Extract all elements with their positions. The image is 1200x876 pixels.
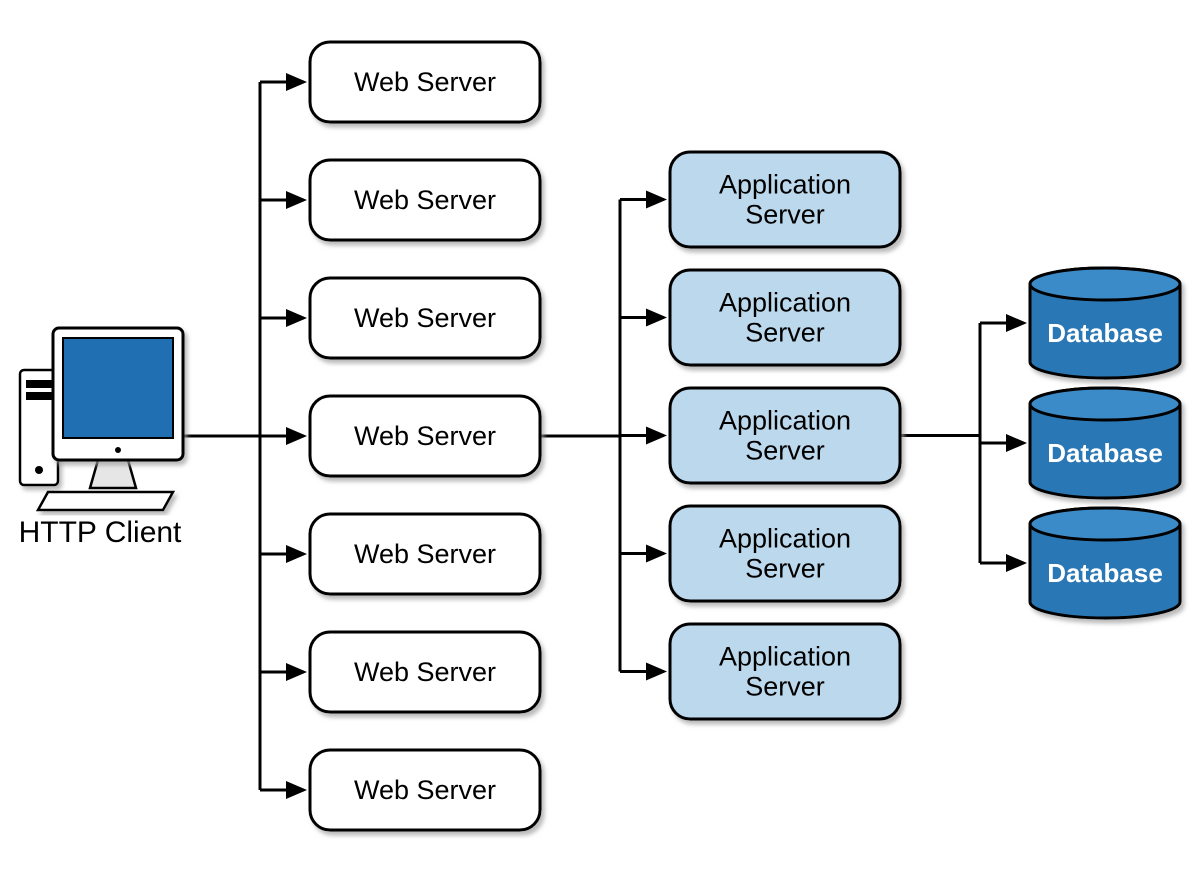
- app-server-2-label-1: Application: [719, 406, 851, 436]
- web-server-4-label: Web Server: [354, 539, 496, 569]
- app-server-3: ApplicationServer: [670, 506, 900, 601]
- app-server-4-label-1: Application: [719, 642, 851, 672]
- http-client: HTTP Client: [19, 328, 183, 549]
- http-client-label: HTTP Client: [19, 516, 182, 549]
- database-1-label: Database: [1047, 438, 1163, 468]
- web-server-1: Web Server: [310, 160, 540, 240]
- database-2: Database: [1030, 508, 1180, 618]
- web-server-0-label: Web Server: [354, 67, 496, 97]
- architecture-diagram: HTTP Client Web Server Web Server Web Serve…: [0, 0, 1200, 876]
- app-server-0-label-2: Server: [745, 200, 825, 230]
- web-server-6-label: Web Server: [354, 775, 496, 805]
- web-server-6: Web Server: [310, 750, 540, 830]
- web-server-5: Web Server: [310, 632, 540, 712]
- web-server-0: Web Server: [310, 42, 540, 122]
- web-server-2-label: Web Server: [354, 303, 496, 333]
- web-server-3: Web Server: [310, 396, 540, 476]
- app-server-2: ApplicationServer: [670, 388, 900, 483]
- app-server-2-label-2: Server: [745, 436, 825, 466]
- app-server-0: ApplicationServer: [670, 152, 900, 247]
- web-server-5-label: Web Server: [354, 657, 496, 687]
- app-server-4: ApplicationServer: [670, 624, 900, 719]
- app-server-3-label-1: Application: [719, 524, 851, 554]
- app-server-3-label-2: Server: [745, 554, 825, 584]
- web-server-2: Web Server: [310, 278, 540, 358]
- web-server-4: Web Server: [310, 514, 540, 594]
- web-server-1-label: Web Server: [354, 185, 496, 215]
- database-1: Database: [1030, 388, 1180, 498]
- web-server-3-label: Web Server: [354, 421, 496, 451]
- app-server-1-label-1: Application: [719, 288, 851, 318]
- app-server-4-label-2: Server: [745, 672, 825, 702]
- app-server-0-label-1: Application: [719, 170, 851, 200]
- database-2-label: Database: [1047, 558, 1163, 588]
- database-0: Database: [1030, 268, 1180, 378]
- app-server-1-label-2: Server: [745, 318, 825, 348]
- app-server-1: ApplicationServer: [670, 270, 900, 365]
- database-0-label: Database: [1047, 318, 1163, 348]
